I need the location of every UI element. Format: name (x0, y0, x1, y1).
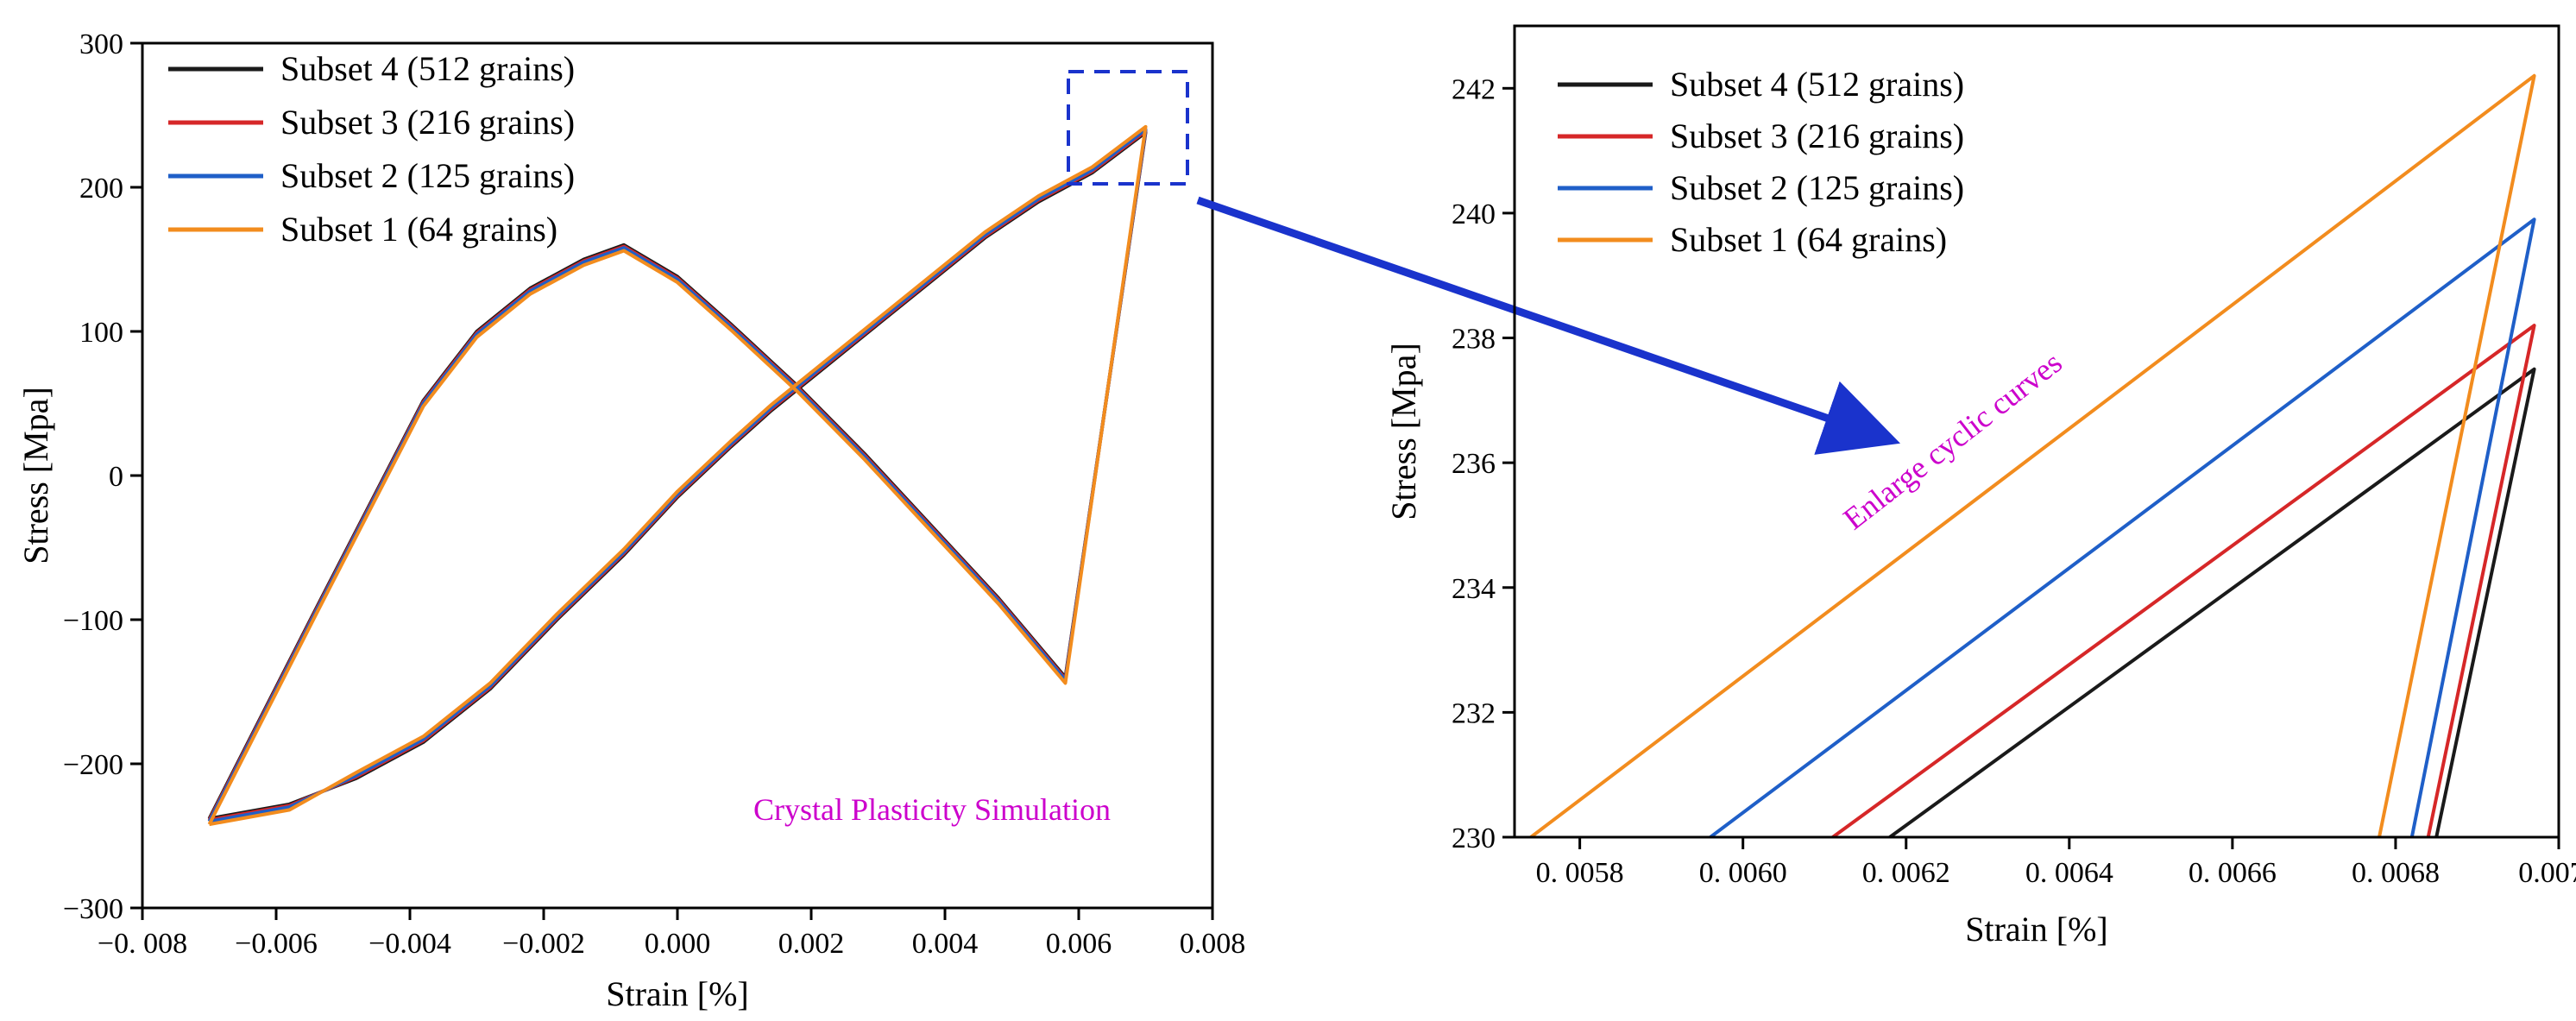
right-y-ticks: 230 232 234 236 238 240 242 (1452, 73, 1515, 854)
right-y-tick-label: 232 (1452, 697, 1496, 729)
right-x-tick-label: 0. 0066 (2189, 857, 2277, 889)
left-y-tick-label: −200 (63, 749, 123, 781)
right-series-line-4 (1529, 73, 2536, 837)
right-legend: Subset 4 (512 grains) Subset 3 (216 grain… (1558, 65, 1964, 259)
right-annotation-enlarge: Enlarge cyclic curves (1836, 345, 2068, 537)
right-x-tick-label: 0. 0060 (1699, 857, 1787, 889)
right-x-tick-label: 0. 0058 (1536, 857, 1624, 889)
right-legend-label-2: Subset 3 (216 grains) (1670, 117, 1964, 155)
right-y-tick-label: 242 (1452, 73, 1496, 105)
left-x-ticks: −0. 008 −0.006 −0.004 −0.002 0.000 0.002 0.004… (98, 908, 1245, 960)
right-y-tick-label: 238 (1452, 324, 1496, 356)
left-x-tick-label: −0. 008 (98, 928, 187, 960)
right-chart: 0. 0058 0. 0060 0. 0062 0. 0064 0. 0066 0. 00… (1384, 24, 2576, 949)
left-annotation-crystal-plasticity: Crystal Plasticity Simulation (753, 792, 1111, 827)
right-legend-label-1: Subset 4 (512 grains) (1670, 65, 1964, 104)
right-y-tick-label: 234 (1452, 573, 1496, 605)
left-y-tick-label: 300 (79, 28, 123, 60)
left-chart: −0. 008 −0.006 −0.004 −0.002 0.000 0.002 0.004… (16, 28, 1245, 1013)
right-plot-frame (1513, 24, 2560, 839)
left-x-tick-label: −0.006 (235, 928, 318, 960)
zoom-region-box (1067, 70, 1189, 186)
right-legend-label-3: Subset 2 (125 grains) (1670, 168, 1964, 207)
left-x-tick-label: 0.004 (912, 928, 979, 960)
right-series-line-1 (1888, 367, 2536, 837)
left-x-tick-label: 0.000 (645, 928, 711, 960)
right-y-tick-label: 230 (1452, 822, 1496, 854)
left-x-tick-label: −0.002 (502, 928, 585, 960)
left-y-tick-label: −100 (63, 605, 123, 637)
left-x-tick-label: 0.006 (1046, 928, 1112, 960)
left-y-tick-label: 0 (109, 461, 123, 493)
right-y-tick-label: 236 (1452, 448, 1496, 480)
right-y-axis-label: Stress [Mpa] (1384, 343, 1423, 520)
right-x-axis-label: Strain [%] (1965, 910, 2108, 949)
left-x-tick-label: 0.008 (1180, 928, 1246, 960)
right-x-tick-label: 0.0070 (2518, 857, 2576, 889)
left-series-line-4 (207, 124, 1148, 827)
left-y-tick-label: 100 (79, 317, 123, 349)
right-y-tick-label: 240 (1452, 199, 1496, 230)
left-y-tick-label: 200 (79, 173, 123, 205)
left-x-tick-label: −0.004 (368, 928, 451, 960)
left-y-tick-label: −300 (63, 893, 123, 925)
left-x-tick-label: 0.002 (778, 928, 845, 960)
right-series-line-2 (1831, 324, 2536, 837)
left-series-group (207, 124, 1148, 827)
right-series-line-3 (1709, 217, 2536, 837)
left-y-ticks: −300 −200 −100 0 100 200 300 (63, 28, 142, 925)
right-x-tick-label: 0. 0064 (2025, 857, 2113, 889)
left-legend-label-1: Subset 4 (512 grains) (280, 49, 575, 88)
right-series-group (1529, 73, 2536, 837)
left-legend: Subset 4 (512 grains) Subset 3 (216 grain… (168, 49, 575, 249)
right-x-ticks: 0. 0058 0. 0060 0. 0062 0. 0064 0. 0066 0. 00… (1536, 837, 2576, 889)
left-y-axis-label: Stress [Mpa] (16, 387, 55, 564)
right-x-tick-label: 0. 0062 (1862, 857, 1950, 889)
left-legend-label-4: Subset 1 (64 grains) (280, 210, 557, 249)
right-x-tick-label: 0. 0068 (2352, 857, 2440, 889)
right-legend-label-4: Subset 1 (64 grains) (1670, 220, 1947, 259)
left-x-axis-label: Strain [%] (606, 974, 749, 1013)
left-legend-label-3: Subset 2 (125 grains) (280, 156, 575, 195)
zoom-connector-arrow (1196, 196, 1901, 455)
left-legend-label-2: Subset 3 (216 grains) (280, 103, 575, 142)
